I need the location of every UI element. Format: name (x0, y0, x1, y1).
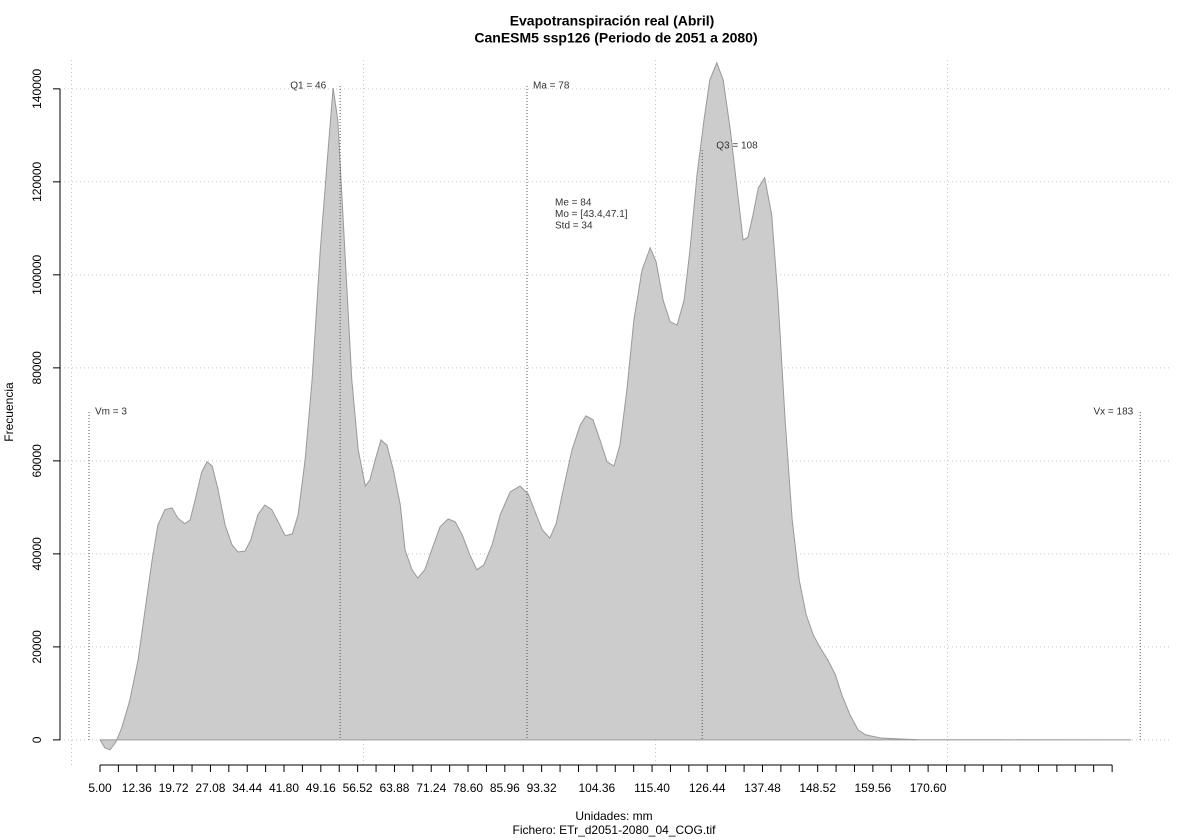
x-tick-label: 85.96 (490, 781, 520, 795)
y-axis-label: Frecuencia (2, 382, 16, 442)
x-tick-label: 148.52 (799, 781, 836, 795)
annotation-label: Ma = 78 (533, 81, 570, 92)
x-tick-label: 41.80 (269, 781, 299, 795)
y-tick-label: 40000 (30, 537, 44, 571)
x-tick-label: 93.32 (527, 781, 557, 795)
annotation-label: Q1 = 46 (290, 81, 326, 92)
y-tick-label: 0 (30, 736, 44, 743)
y-tick-label: 80000 (30, 351, 44, 385)
x-tick-label: 27.08 (195, 781, 225, 795)
x-tick-label: 5.00 (88, 781, 112, 795)
stats-label: Mo = [43.4,47.1] (555, 209, 628, 220)
x-tick-label: 19.72 (159, 781, 189, 795)
annotation-label: Q3 = 108 (716, 141, 758, 152)
x-tick-label: 49.16 (306, 781, 336, 795)
x-tick-label: 63.88 (379, 781, 409, 795)
x-tick-label: 137.48 (744, 781, 781, 795)
caption: Fichero: ETr_d2051-2080_04_COG.tif (513, 823, 717, 837)
annotation-label: Vx = 183 (1093, 407, 1133, 418)
x-axis-label: Unidades: mm (575, 809, 652, 823)
chart-title: Evapotranspiración real (Abril) (510, 13, 715, 29)
stats-label: Me = 84 (555, 198, 592, 209)
stats-label: Std = 34 (555, 221, 593, 232)
x-tick-label: 104.36 (579, 781, 616, 795)
y-tick-label: 20000 (30, 630, 44, 664)
y-tick-label: 100000 (30, 255, 44, 295)
y-tick-label: 120000 (30, 161, 44, 201)
x-tick-label: 56.52 (343, 781, 373, 795)
x-tick-label: 71.24 (416, 781, 446, 795)
x-tick-label: 12.36 (122, 781, 152, 795)
x-tick-label: 34.44 (232, 781, 262, 795)
x-tick-label: 126.44 (689, 781, 726, 795)
x-tick-label: 159.56 (855, 781, 892, 795)
x-tick-label: 115.40 (634, 781, 670, 795)
y-tick-label: 140000 (30, 68, 44, 108)
x-tick-label: 78.60 (453, 781, 483, 795)
density-area (99, 61, 1132, 751)
annotation-label: Vm = 3 (95, 407, 127, 418)
x-tick-label: 170.60 (910, 781, 947, 795)
y-tick-label: 60000 (30, 444, 44, 478)
chart-subtitle: CanESM5 ssp126 (Periodo de 2051 a 2080) (474, 30, 757, 46)
